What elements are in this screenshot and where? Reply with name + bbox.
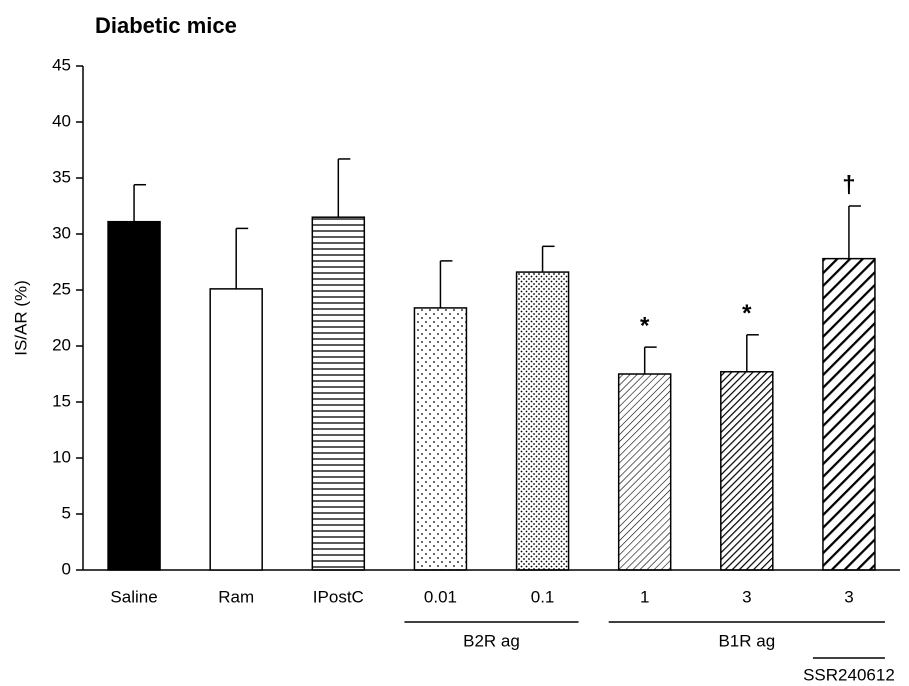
bar — [209, 288, 263, 571]
x-tick-label: IPostC — [313, 587, 364, 606]
significance-mark: † — [842, 171, 855, 198]
bar — [107, 220, 161, 571]
y-tick-label: 20 — [52, 335, 71, 354]
y-tick-label: 15 — [52, 391, 71, 410]
y-tick-label: 45 — [52, 55, 71, 74]
chart-title: Diabetic mice — [95, 13, 237, 38]
bar — [617, 373, 672, 571]
group-label: B1R ag — [718, 631, 775, 650]
x-tick-label: 1 — [640, 587, 649, 606]
bar — [413, 307, 468, 571]
y-axis-label: IS/AR (%) — [11, 280, 30, 356]
x-tick-label: Saline — [110, 587, 157, 606]
group-label: B2R ag — [463, 631, 520, 650]
significance-mark: * — [640, 312, 650, 339]
x-tick-label: 3 — [742, 587, 751, 606]
y-tick-label: 40 — [52, 111, 71, 130]
x-tick-label: 3 — [844, 587, 853, 606]
significance-mark: * — [742, 300, 752, 327]
y-tick-label: 30 — [52, 223, 71, 242]
group-label: SSR240612 — [803, 665, 895, 684]
y-tick-label: 5 — [62, 503, 71, 522]
y-tick-label: 10 — [52, 447, 71, 466]
y-tick-label: 0 — [62, 559, 71, 578]
bar — [720, 371, 774, 571]
x-tick-label: Ram — [218, 587, 254, 606]
y-tick-label: 25 — [52, 279, 71, 298]
bar — [311, 216, 366, 571]
x-tick-label: 0.01 — [424, 587, 457, 606]
x-tick-label: 0.1 — [531, 587, 555, 606]
bar — [822, 257, 876, 571]
y-tick-label: 35 — [52, 167, 71, 186]
bar — [515, 271, 570, 571]
